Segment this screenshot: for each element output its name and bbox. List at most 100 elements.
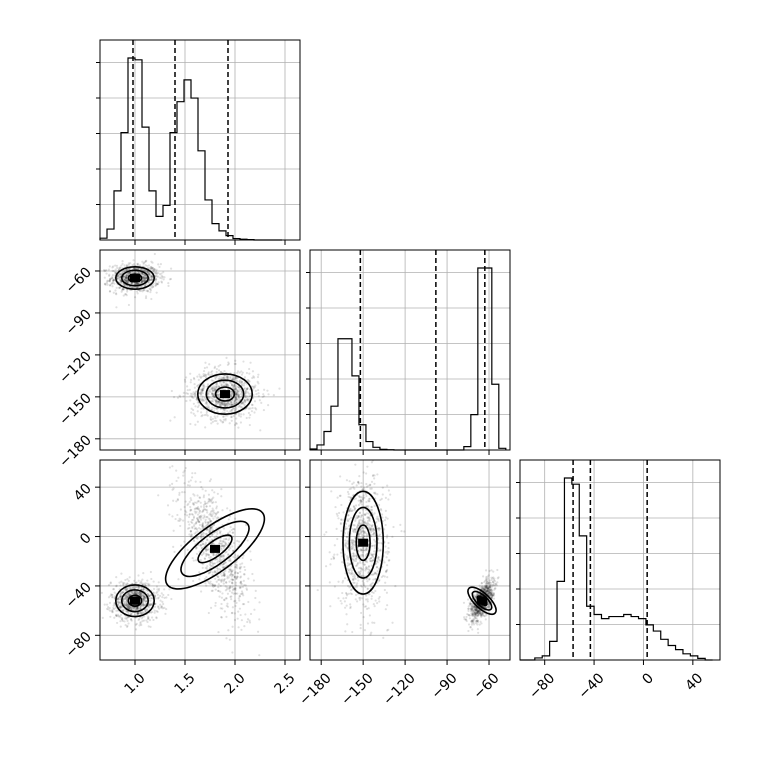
scatter-point bbox=[129, 271, 132, 275]
scatter-point bbox=[143, 596, 146, 599]
scatter-point bbox=[176, 497, 179, 501]
scatter-point bbox=[362, 536, 365, 539]
scatter-point bbox=[227, 538, 230, 541]
scatter-point bbox=[208, 548, 211, 551]
scatter-point bbox=[373, 621, 376, 624]
scatter-point bbox=[185, 392, 188, 395]
scatter-point bbox=[142, 603, 145, 606]
scatter-point bbox=[142, 601, 145, 604]
scatter-point bbox=[201, 387, 204, 390]
scatter-point bbox=[369, 528, 372, 531]
scatter-point bbox=[156, 593, 159, 596]
scatter-point bbox=[148, 267, 151, 270]
density-contour bbox=[164, 508, 266, 590]
scatter-point bbox=[370, 525, 374, 528]
scatter-point bbox=[387, 628, 390, 631]
scatter-point bbox=[232, 375, 235, 378]
scatter-point bbox=[141, 583, 144, 586]
scatter-point bbox=[225, 356, 228, 359]
scatter-point bbox=[206, 548, 210, 551]
scatter-point bbox=[201, 523, 204, 526]
scatter-point bbox=[146, 579, 149, 582]
scatter-point bbox=[226, 404, 229, 407]
x-tick-label: −40 bbox=[575, 670, 607, 702]
scatter-point bbox=[370, 461, 374, 464]
scatter-point bbox=[352, 505, 356, 508]
scatter-point bbox=[160, 281, 164, 284]
x-tick-label: 2.0 bbox=[222, 670, 249, 697]
scatter-point bbox=[366, 534, 369, 537]
scatter-point bbox=[385, 536, 389, 539]
scatter-point bbox=[124, 602, 127, 605]
scatter-point bbox=[361, 549, 364, 552]
scatter-point bbox=[372, 591, 375, 594]
scatter-point bbox=[324, 565, 328, 568]
scatter-point bbox=[385, 556, 388, 559]
scatter-point bbox=[136, 606, 140, 609]
scatter-point bbox=[374, 491, 377, 494]
scatter-point bbox=[127, 604, 130, 608]
scatter-point bbox=[209, 570, 212, 574]
scatter-point bbox=[211, 392, 214, 396]
scatter-point bbox=[355, 516, 359, 520]
scatter-point bbox=[252, 375, 255, 378]
scatter-point bbox=[231, 578, 235, 582]
scatter-point bbox=[121, 260, 124, 263]
scatter-point bbox=[353, 549, 356, 552]
scatter-point bbox=[345, 613, 348, 616]
scatter-point bbox=[138, 282, 141, 285]
scatter-point bbox=[340, 503, 343, 507]
scatter-point bbox=[151, 285, 155, 288]
scatter-point bbox=[194, 526, 197, 529]
scatter-point bbox=[225, 615, 228, 618]
scatter-point bbox=[230, 419, 233, 422]
scatter-point bbox=[207, 397, 210, 400]
scatter-point bbox=[212, 583, 215, 586]
scatter-point bbox=[229, 569, 232, 572]
scatter-point bbox=[201, 392, 204, 395]
scatter-point bbox=[128, 586, 131, 589]
scatter-point bbox=[121, 609, 124, 612]
scatter-point bbox=[221, 509, 224, 512]
scatter-point bbox=[230, 401, 233, 404]
scatter-point bbox=[476, 623, 479, 626]
scatter-point bbox=[128, 607, 131, 610]
scatter-point bbox=[122, 599, 125, 602]
scatter-point bbox=[131, 592, 134, 595]
scatter-point bbox=[359, 549, 363, 552]
scatter-point bbox=[130, 619, 133, 622]
scatter-point bbox=[141, 272, 144, 276]
scatter-point bbox=[278, 387, 281, 390]
scatter-point bbox=[201, 389, 204, 392]
scatter-point bbox=[141, 272, 144, 275]
scatter-point bbox=[150, 260, 153, 263]
scatter-point bbox=[222, 562, 226, 565]
scatter-point bbox=[363, 563, 366, 566]
scatter-point bbox=[125, 273, 128, 277]
scatter-point bbox=[237, 394, 240, 397]
scatter-point bbox=[223, 574, 226, 577]
scatter-point bbox=[184, 380, 187, 383]
scatter-point bbox=[346, 555, 349, 558]
scatter-point bbox=[365, 546, 369, 550]
scatter-point bbox=[199, 535, 203, 539]
scatter-point bbox=[384, 496, 387, 500]
scatter-point bbox=[218, 542, 221, 545]
scatter-point bbox=[223, 598, 226, 601]
scatter-point bbox=[189, 392, 193, 395]
scatter-point bbox=[348, 524, 351, 527]
scatter-point bbox=[122, 583, 125, 587]
scatter-point bbox=[350, 592, 353, 596]
scatter-point bbox=[365, 607, 369, 610]
scatter-point bbox=[233, 517, 237, 520]
scatter-point bbox=[238, 586, 241, 589]
scatter-point bbox=[368, 557, 371, 561]
scatter-point bbox=[362, 582, 365, 585]
scatter-point bbox=[119, 286, 122, 289]
scatter-point bbox=[477, 609, 480, 612]
scatter-point bbox=[214, 601, 217, 605]
scatter-point bbox=[222, 374, 225, 377]
scatter-point bbox=[474, 612, 478, 615]
scatter-point bbox=[122, 275, 126, 278]
scatter-point bbox=[223, 537, 226, 541]
